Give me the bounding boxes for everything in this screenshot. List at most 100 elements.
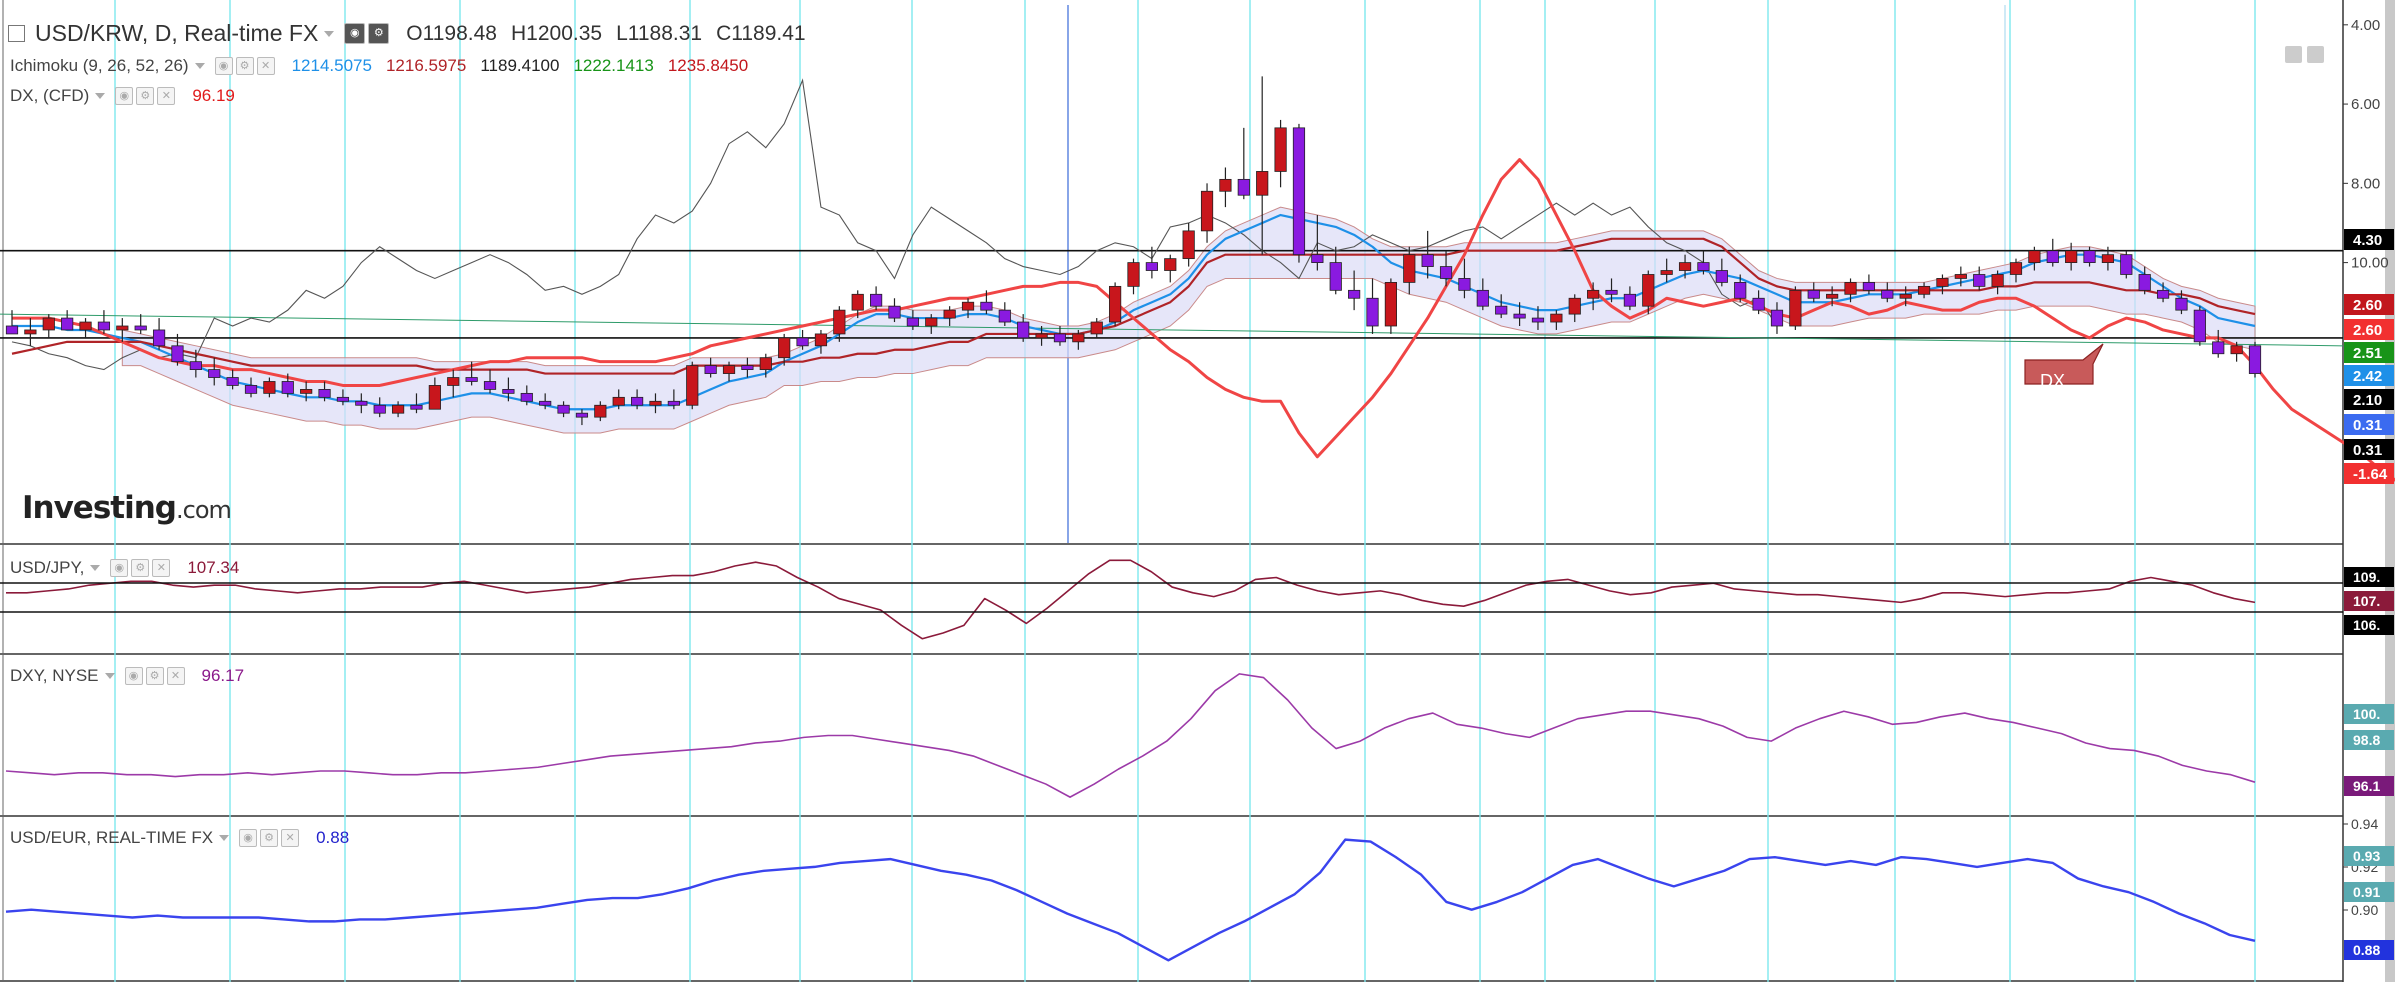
axis-tick-label: 6.00 xyxy=(2351,96,2380,113)
candle xyxy=(686,365,699,406)
candle xyxy=(2009,262,2023,275)
price-tag-label: 2.60 xyxy=(2353,322,2382,339)
price-tag xyxy=(2344,439,2394,460)
usdjpy-value: 107.34 xyxy=(187,558,240,577)
candle xyxy=(281,381,294,394)
axis-tick-label: 8.00 xyxy=(2351,175,2380,192)
candle xyxy=(906,317,919,327)
candle xyxy=(814,333,828,347)
eye-icon[interactable]: ◉ xyxy=(239,829,258,847)
candle xyxy=(1660,270,1673,275)
candle xyxy=(1642,274,1655,307)
symbol-title: USD/KRW, D, Real-time FX xyxy=(35,20,319,46)
close-icon[interactable]: ✕ xyxy=(157,87,176,105)
axis-tick-label: 0.94 xyxy=(2351,816,2378,832)
chevron-down-icon[interactable] xyxy=(104,673,115,679)
price-tag-label: 0.31 xyxy=(2353,417,2382,434)
ohlc-low: L1188.31 xyxy=(616,21,703,45)
trend-line xyxy=(0,313,2344,347)
price-tag xyxy=(2344,294,2394,315)
candle xyxy=(1384,282,1397,327)
usdeur-legend: USD/EUR, REAL-TIME FX ◉ ⚙ ✕ 0.88 xyxy=(10,828,349,848)
candle xyxy=(1789,289,1802,327)
ichimoku-senkou-a-value: 1222.1413 xyxy=(573,56,654,75)
dx-legend: DX, (CFD) ◉ ⚙ ✕ 96.19 xyxy=(10,86,235,106)
candle xyxy=(851,293,864,311)
price-tag-label: 107. xyxy=(2353,593,2380,609)
candle xyxy=(208,369,221,378)
gear-icon[interactable]: ⚙ xyxy=(145,667,164,685)
usdjpy-legend: USD/JPY, ◉ ⚙ ✕ 107.34 xyxy=(10,558,239,578)
axis-tick-label: 0.90 xyxy=(2351,902,2378,918)
candle xyxy=(943,309,956,319)
close-icon[interactable]: ✕ xyxy=(152,559,171,577)
chevron-down-icon[interactable] xyxy=(324,30,335,37)
eye-icon[interactable]: ◉ xyxy=(124,667,143,685)
candle xyxy=(1936,278,1949,287)
chevron-down-icon[interactable] xyxy=(90,565,101,571)
dxy-label: DXY, NYSE xyxy=(10,666,99,685)
ichimoku-legend: Ichimoku (9, 26, 52, 26) ◉ ⚙ ✕ 1214.5075… xyxy=(10,56,748,76)
price-tag xyxy=(2344,730,2394,750)
usdeur-label: USD/EUR, REAL-TIME FX xyxy=(10,828,214,847)
candle xyxy=(336,396,350,402)
pane-down-icon[interactable] xyxy=(2307,46,2324,63)
chevron-down-icon[interactable] xyxy=(194,63,205,69)
price-tag xyxy=(2344,591,2394,611)
candle xyxy=(1182,230,1195,260)
candle xyxy=(1568,297,1581,315)
brand-name: Investing xyxy=(22,490,177,526)
candle xyxy=(1899,293,1912,299)
candle xyxy=(410,404,423,410)
gear-icon[interactable]: ⚙ xyxy=(131,559,150,577)
candle xyxy=(1678,262,1692,271)
ichimoku-kijun-value: 1216.5975 xyxy=(385,56,467,75)
candle xyxy=(630,396,644,406)
candle xyxy=(778,337,791,359)
price-tag xyxy=(2344,567,2394,587)
close-icon[interactable]: ✕ xyxy=(166,667,185,685)
candle xyxy=(722,365,736,374)
price-tag-label: 0.31 xyxy=(2353,442,2382,459)
candle xyxy=(355,400,368,406)
eye-icon[interactable]: ◉ xyxy=(110,559,129,577)
candle xyxy=(998,309,1011,323)
usdeur-value: 0.88 xyxy=(316,828,350,847)
gear-icon[interactable]: ⚙ xyxy=(368,23,390,44)
candle xyxy=(1826,293,1839,299)
candle xyxy=(1513,313,1526,319)
price-tag-label: 2.42 xyxy=(2353,368,2382,385)
collapse-icon[interactable] xyxy=(8,25,25,42)
close-icon[interactable]: ✕ xyxy=(281,829,300,847)
gear-icon[interactable]: ⚙ xyxy=(235,57,254,75)
chevron-down-icon[interactable] xyxy=(219,835,230,841)
candle xyxy=(1329,262,1342,291)
dx-callout xyxy=(2024,343,2104,385)
candle xyxy=(263,381,276,394)
eye-icon[interactable]: ◉ xyxy=(214,57,233,75)
pane-up-icon[interactable] xyxy=(2285,46,2302,63)
gear-icon[interactable]: ⚙ xyxy=(136,87,155,105)
candle xyxy=(428,385,441,410)
close-icon[interactable]: ✕ xyxy=(256,57,275,75)
candle xyxy=(97,321,111,331)
candle xyxy=(24,329,37,335)
candle xyxy=(502,389,515,394)
eye-icon[interactable]: ◉ xyxy=(115,87,134,105)
candle xyxy=(1292,127,1306,256)
candle xyxy=(2138,274,2151,291)
eye-icon[interactable]: ◉ xyxy=(344,23,366,44)
price-tag xyxy=(2344,342,2394,363)
gear-icon[interactable]: ⚙ xyxy=(260,829,279,847)
price-tag-label: 4.30 xyxy=(2353,232,2382,249)
price-tag xyxy=(2344,229,2394,250)
brand-domain: .com xyxy=(176,496,232,524)
chevron-down-icon[interactable] xyxy=(95,93,106,99)
price-tag xyxy=(2344,365,2394,386)
candle xyxy=(1200,190,1214,232)
price-tag xyxy=(2344,615,2394,635)
dx-value: 96.19 xyxy=(192,86,235,105)
price-tag-label: 0.93 xyxy=(2353,848,2380,864)
candle xyxy=(2175,297,2188,311)
candle xyxy=(61,317,74,331)
